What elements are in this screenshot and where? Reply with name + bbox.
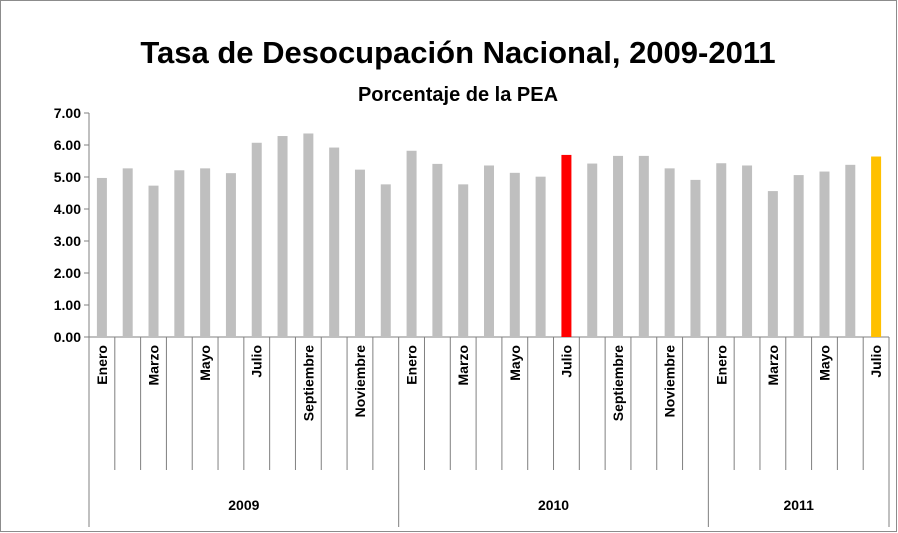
- bar: [819, 171, 830, 337]
- bar: [690, 179, 701, 337]
- bar: [354, 169, 365, 337]
- y-tick-label: 2.00: [54, 265, 81, 281]
- y-tick-label: 5.00: [54, 169, 81, 185]
- x-tick-label: Marzo: [455, 345, 471, 385]
- bar: [458, 184, 469, 337]
- bar: [664, 168, 675, 337]
- x-tick-label: Marzo: [765, 345, 781, 385]
- x-tick-label: Mayo: [197, 345, 213, 381]
- y-tick-label: 7.00: [54, 105, 81, 121]
- bar: [535, 176, 546, 337]
- bar: [96, 177, 107, 337]
- y-tick-label: 4.00: [54, 201, 81, 217]
- group-label: 2009: [228, 497, 259, 513]
- group-label: 2011: [783, 497, 814, 513]
- x-tick-label: Enero: [94, 345, 110, 385]
- bar: [561, 154, 572, 337]
- bar: [742, 165, 753, 337]
- x-tick-label: Noviembre: [662, 345, 678, 418]
- bar: [329, 147, 340, 337]
- bar: [793, 175, 804, 337]
- chart-subtitle: Porcentaje de la PEA: [358, 84, 558, 106]
- bar: [122, 168, 133, 337]
- x-tick-label: Marzo: [146, 345, 162, 385]
- bar: [200, 168, 211, 337]
- bar: [225, 173, 236, 337]
- x-tick-label: Septiembre: [300, 345, 316, 421]
- x-tick-label: Mayo: [816, 345, 832, 381]
- bar: [251, 142, 262, 337]
- x-tick-label: Enero: [713, 345, 729, 385]
- bar: [148, 185, 159, 337]
- bar: [767, 191, 778, 337]
- x-tick-label: Julio: [558, 345, 574, 378]
- y-tick-label: 0.00: [54, 329, 81, 345]
- group-label: 2010: [538, 497, 569, 513]
- bar: [509, 172, 520, 337]
- bar: [277, 136, 288, 337]
- x-tick-label: Julio: [249, 345, 265, 378]
- bar: [303, 133, 314, 337]
- y-tick-label: 3.00: [54, 233, 81, 249]
- x-tick-label: Enero: [404, 345, 420, 385]
- bar: [871, 156, 882, 337]
- bar: [613, 155, 624, 337]
- x-tick-label: Noviembre: [352, 345, 368, 418]
- bar: [432, 163, 443, 337]
- x-tick-label: Septiembre: [610, 345, 626, 421]
- x-tick-label: Julio: [868, 345, 884, 378]
- bar: [638, 155, 649, 337]
- bar: [845, 164, 856, 337]
- x-tick-label: Mayo: [507, 345, 523, 381]
- bar: [587, 163, 598, 337]
- bar: [174, 170, 185, 337]
- bar: [380, 184, 391, 337]
- bar: [716, 163, 727, 337]
- bar: [406, 150, 417, 337]
- bar: [484, 165, 494, 337]
- y-tick-label: 1.00: [54, 297, 81, 313]
- chart-title: Tasa de Desocupación Nacional, 2009-2011: [140, 35, 775, 70]
- y-tick-label: 6.00: [54, 137, 81, 153]
